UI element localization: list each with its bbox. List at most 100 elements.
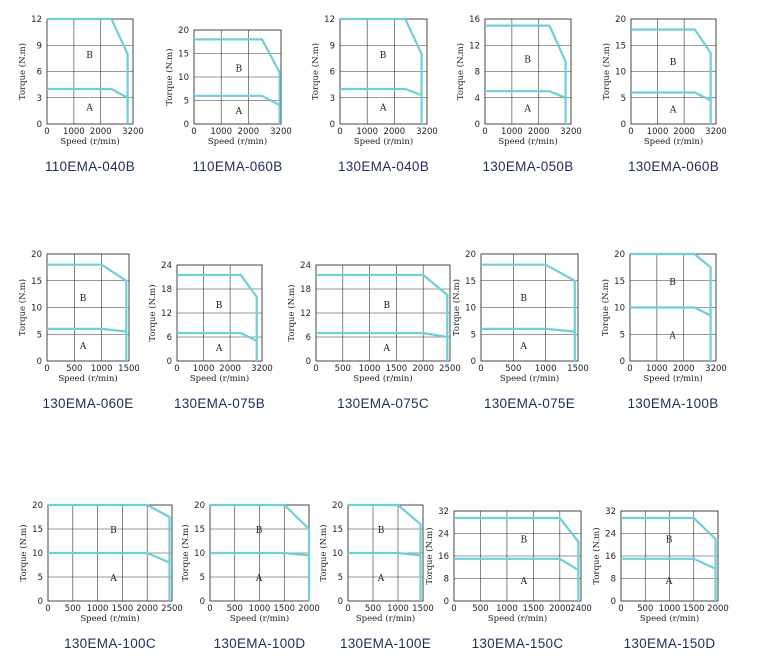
zone-label-b: B bbox=[524, 55, 531, 65]
x-tick-label: 0 bbox=[191, 127, 196, 137]
x-tick-label: 0 bbox=[345, 604, 350, 614]
x-tick-label: 0 bbox=[628, 127, 633, 137]
y-tick-label: 15 bbox=[332, 525, 343, 535]
zone-label-a: A bbox=[523, 105, 531, 115]
y-tick-label: 5 bbox=[184, 97, 189, 107]
y-tick-label: 15 bbox=[194, 525, 205, 535]
x-tick-label: 3200 bbox=[705, 127, 727, 137]
x-tick-label: 2000 bbox=[673, 127, 695, 137]
model-name: 130EMA-100C bbox=[64, 636, 156, 651]
x-tick-label: 2500 bbox=[161, 604, 183, 614]
x-axis-label: Speed (r/min) bbox=[498, 136, 557, 147]
rated-torque-curve bbox=[621, 557, 717, 570]
y-tick-label: 6 bbox=[37, 68, 42, 78]
y-tick-label: 15 bbox=[465, 277, 476, 287]
y-tick-label: 0 bbox=[184, 120, 189, 130]
x-axis-label: Speed (r/min) bbox=[640, 613, 699, 624]
zone-label-a: A bbox=[235, 107, 243, 117]
y-axis-label: Torque (N.m) bbox=[424, 527, 435, 584]
x-tick-label: 2000 bbox=[298, 604, 320, 614]
x-axis-label: Speed (r/min) bbox=[644, 136, 703, 147]
x-tick-label: 2000 bbox=[528, 127, 550, 137]
y-tick-label: 8 bbox=[444, 575, 449, 585]
plot-frame bbox=[176, 264, 263, 362]
y-tick-label: 5 bbox=[37, 330, 42, 340]
x-tick-label: 1500 bbox=[412, 604, 434, 614]
y-axis-label: Torque (N.m) bbox=[591, 527, 602, 584]
y-tick-label: 0 bbox=[306, 357, 311, 367]
chart-130EMA-150D: 0 500 1000 1500 2000 0 8 16 24 32 Speed (r/min) Tor… bbox=[591, 507, 729, 651]
zone-label-a: A bbox=[109, 574, 117, 584]
x-tick-label: 0 bbox=[618, 604, 623, 614]
y-tick-label: 20 bbox=[614, 250, 625, 260]
chart-110EMA-040B: 0 1000 2000 3200 0 3 6 9 12 Speed (r/min) Torque (… bbox=[17, 15, 144, 174]
plot-frame bbox=[630, 18, 717, 125]
y-tick-label: 8 bbox=[611, 575, 616, 585]
y-tick-label: 10 bbox=[614, 304, 625, 314]
x-tick-label: 1000 bbox=[249, 604, 271, 614]
y-axis-label: Torque (N.m) bbox=[17, 43, 28, 100]
model-name: 130EMA-100B bbox=[627, 396, 718, 411]
peak-torque-curve bbox=[177, 273, 258, 361]
y-tick-label: 0 bbox=[37, 120, 42, 130]
y-tick-label: 0 bbox=[167, 357, 172, 367]
zone-label-b: B bbox=[669, 278, 676, 288]
rated-torque-curve bbox=[316, 331, 448, 339]
chart-130EMA-100D: 0 500 1000 1500 2000 0 5 10 15 20 Speed (r/min) Tor… bbox=[180, 501, 320, 651]
model-name: 130EMA-075E bbox=[484, 396, 575, 411]
peak-torque-curve bbox=[481, 263, 576, 361]
zone-label-a: A bbox=[377, 574, 385, 584]
rated-torque-curve bbox=[631, 91, 712, 102]
zone-label-b: B bbox=[256, 526, 263, 536]
y-tick-label: 24 bbox=[300, 261, 311, 271]
peak-torque-curve bbox=[48, 503, 171, 601]
chart-130EMA-100C: 0 500 1000 1500 2000 2500 0 5 10 15 20 Speed (r/min… bbox=[18, 501, 183, 651]
x-axis-label: Speed (r/min) bbox=[60, 136, 119, 147]
x-tick-label: 500 bbox=[637, 604, 653, 614]
peak-torque-curve bbox=[210, 503, 311, 601]
x-tick-label: 1000 bbox=[193, 364, 215, 374]
x-tick-label: 0 bbox=[174, 364, 179, 374]
rated-torque-curve bbox=[47, 87, 129, 99]
y-tick-label: 20 bbox=[332, 501, 343, 511]
x-tick-label: 0 bbox=[44, 364, 49, 374]
y-axis-label: Torque (N.m) bbox=[164, 48, 175, 105]
chart-130EMA-075E: 0 500 1000 1500 0 5 10 15 20 Speed (r/min) Torque … bbox=[451, 250, 589, 411]
y-tick-label: 0 bbox=[471, 357, 476, 367]
y-tick-label: 5 bbox=[471, 330, 476, 340]
y-tick-label: 20 bbox=[32, 501, 43, 511]
y-tick-label: 0 bbox=[620, 357, 625, 367]
peak-torque-curve bbox=[630, 252, 712, 361]
rated-torque-curve bbox=[48, 551, 170, 564]
chart-130EMA-060E: 0 500 1000 1500 0 5 10 15 20 Speed (r/min) Torque … bbox=[17, 250, 140, 411]
model-name: 130EMA-075B bbox=[174, 396, 265, 411]
model-name: 130EMA-050B bbox=[482, 159, 573, 174]
peak-torque-curve bbox=[340, 17, 423, 124]
y-tick-label: 16 bbox=[438, 552, 449, 562]
x-tick-label: 1000 bbox=[647, 127, 669, 137]
peak-torque-curve bbox=[47, 17, 129, 124]
y-tick-label: 10 bbox=[178, 73, 189, 83]
y-tick-label: 32 bbox=[605, 507, 616, 517]
x-tick-label: 0 bbox=[451, 604, 456, 614]
x-tick-label: 1500 bbox=[118, 364, 140, 374]
x-tick-label: 1500 bbox=[112, 604, 134, 614]
rated-torque-curve bbox=[481, 327, 575, 333]
y-tick-label: 9 bbox=[37, 41, 42, 51]
chart-130EMA-050B: 0 1000 2000 3200 0 4 8 12 16 Speed (r/min) Torque … bbox=[455, 15, 582, 174]
chart-130EMA-075C: 0 500 1000 1500 2000 2500 0 6 12 18 24 Speed (r/min… bbox=[286, 261, 461, 411]
rated-torque-curve bbox=[340, 87, 422, 97]
y-tick-label: 5 bbox=[200, 573, 205, 583]
x-tick-label: 0 bbox=[207, 604, 212, 614]
y-tick-label: 12 bbox=[31, 15, 42, 25]
y-axis-label: Torque (N.m) bbox=[147, 284, 158, 341]
y-tick-label: 16 bbox=[605, 552, 616, 562]
peak-torque-curve bbox=[621, 516, 717, 601]
y-tick-label: 6 bbox=[167, 333, 172, 343]
plot-frame bbox=[193, 29, 282, 125]
x-tick-label: 3200 bbox=[251, 364, 273, 374]
y-tick-label: 10 bbox=[332, 549, 343, 559]
zone-label-a: A bbox=[520, 577, 528, 587]
y-tick-label: 10 bbox=[31, 304, 42, 314]
